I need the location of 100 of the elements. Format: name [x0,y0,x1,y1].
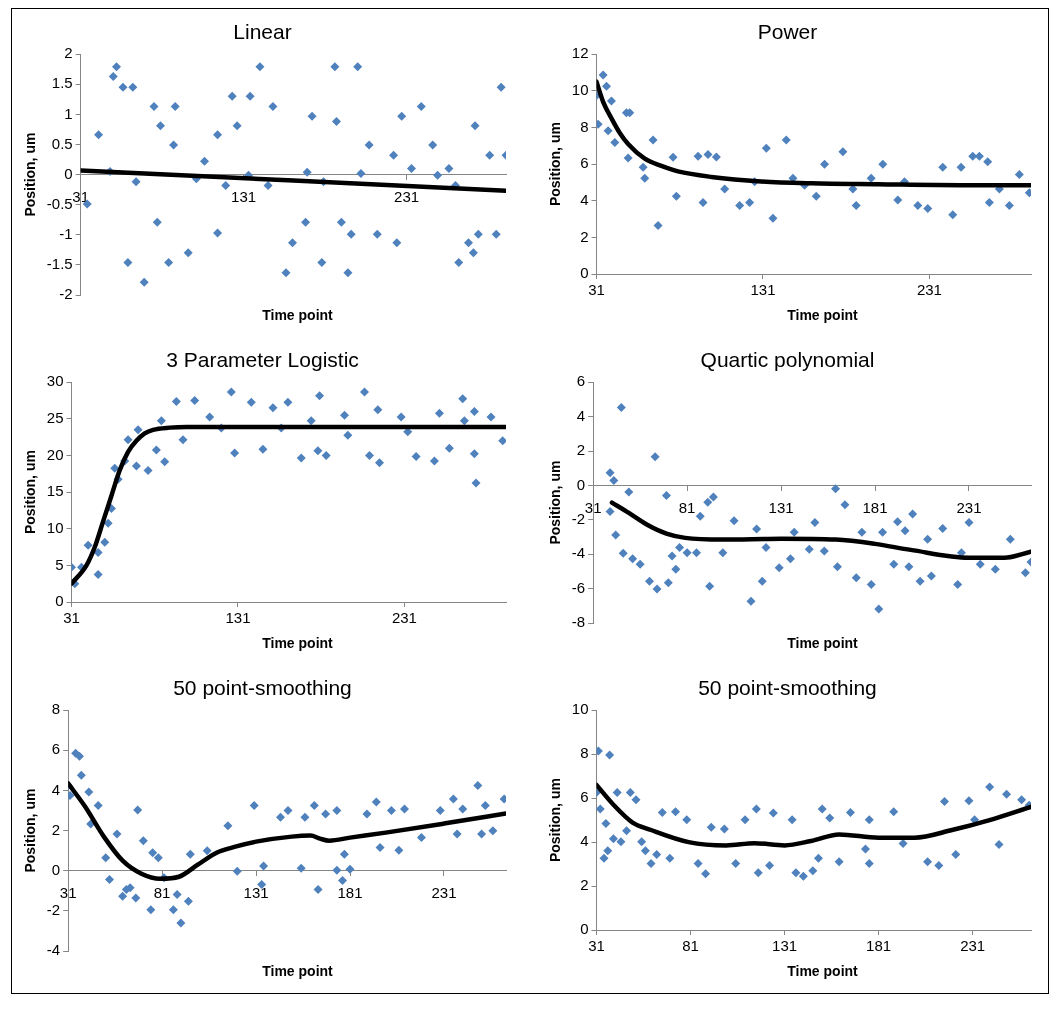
point [232,866,242,876]
point [740,815,750,825]
point [458,804,468,814]
y-axis-title: Position, um [22,788,39,873]
point [93,801,103,811]
y-tick-label: 4 [51,780,61,798]
point [321,809,331,819]
point [923,534,933,544]
point [661,491,671,501]
point [1005,534,1015,544]
y-tick-label: 2 [64,44,73,62]
point [100,537,110,547]
point [640,173,650,183]
point [400,804,410,814]
point [160,457,170,467]
chart-title: Linear [233,20,292,44]
point [133,805,143,815]
point [359,387,369,397]
point [598,70,608,80]
point [645,576,655,586]
point [172,890,182,900]
point [1004,201,1014,210]
point [104,875,114,885]
point [471,478,481,488]
point [444,443,454,453]
point [923,857,933,867]
point [631,795,641,805]
point [306,416,316,426]
point [283,397,293,407]
x-tick-label: 31 [588,937,605,955]
point [708,492,718,502]
y-tick-label: -2 [59,285,73,303]
point [675,542,685,552]
point [448,794,458,804]
point [623,153,633,163]
y-tick-label: 0 [64,164,73,182]
point [657,807,667,817]
y-tick-label: -4 [46,941,61,959]
x-tick-label: 181 [866,937,892,955]
point [1017,795,1027,805]
point [635,559,645,569]
y-tick-label: 0 [580,920,589,938]
point [934,860,944,870]
point [757,576,767,586]
x-tick-label: 81 [678,498,696,516]
y-tick-label: 0 [55,592,64,610]
point [652,849,662,859]
point [663,578,673,588]
y-tick-label: 12 [571,44,589,62]
point [599,853,609,863]
point [703,149,713,159]
point [313,446,323,456]
point [637,837,647,847]
x-tick-label: 231 [916,281,942,299]
y-tick-label: 1.5 [51,74,73,92]
point [605,507,615,517]
point [939,796,949,806]
x-tick-label: 181 [862,498,888,516]
point [300,812,310,822]
point [908,509,918,519]
point [375,842,385,852]
point [296,453,306,463]
point [473,780,483,790]
point [768,808,778,818]
point [851,573,861,583]
point [761,143,771,153]
point [143,465,153,475]
point [103,518,113,528]
point [618,548,628,558]
point [813,853,823,863]
point [608,834,618,844]
point [731,859,741,869]
x-tick-label: 31 [72,187,89,205]
x-axis-title: Time point [261,635,334,653]
point [667,551,677,561]
point [315,391,325,401]
y-tick-label: 20 [46,445,64,463]
point [682,548,692,558]
point [985,782,995,792]
y-tick-label: 15 [46,482,64,500]
point [860,844,870,854]
point [904,562,914,572]
chart-title: 50 point-smoothing [698,676,877,700]
y-tick-label: 6 [580,788,589,806]
point [176,918,186,928]
point [682,815,692,825]
point [753,868,763,878]
point [746,596,756,606]
y-tick-label: 10 [571,700,589,718]
point [373,405,383,415]
chart-title: 50 point-smoothing [173,676,352,700]
x-tick-label: 131 [750,281,776,299]
point [616,837,626,847]
point [434,408,444,418]
point [719,824,729,834]
point [345,864,355,874]
point [703,497,713,507]
point [834,857,844,867]
y-tick-label: 2 [580,876,589,894]
point [309,801,319,811]
